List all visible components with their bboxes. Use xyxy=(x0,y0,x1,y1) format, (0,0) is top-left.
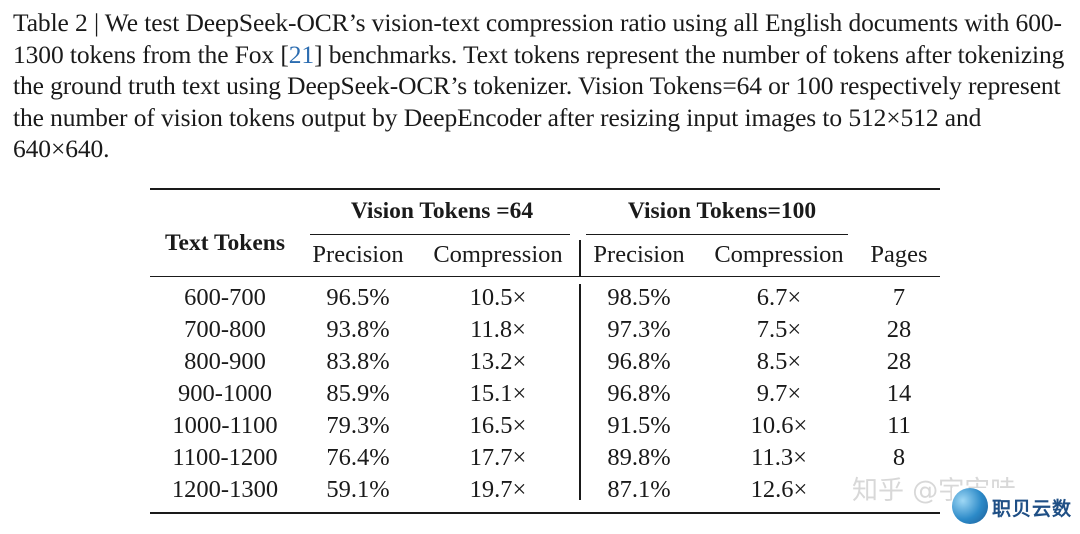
cell-text-tokens: 1200-1300 xyxy=(171,476,279,503)
brand-logo: 职贝云数 xyxy=(952,488,1072,528)
cell-compression-100: 8.5× xyxy=(756,348,802,375)
subheader-precision-64: Precision xyxy=(312,241,404,268)
cell-pages: 8 xyxy=(892,444,906,471)
subheader-precision-100: Precision xyxy=(593,241,685,268)
header-group-64: Vision Tokens =64 xyxy=(350,198,534,224)
cell-compression-100: 6.7× xyxy=(756,284,802,311)
subheader-pages: Pages xyxy=(870,241,928,268)
table-caption: Table 2 | We test DeepSeek-OCR’s vision-… xyxy=(13,7,1075,165)
cell-text-tokens: 900-1000 xyxy=(178,380,272,407)
cell-text-tokens: 700-800 xyxy=(184,316,266,343)
globe-icon xyxy=(952,488,988,524)
cell-text-tokens: 800-900 xyxy=(184,348,266,375)
cell-precision-64: 93.8% xyxy=(326,316,390,343)
header-rule xyxy=(150,276,940,278)
caption-text: Table 2 | We test DeepSeek-OCR’s vision-… xyxy=(13,8,1062,69)
cell-precision-100: 97.3% xyxy=(607,316,671,343)
header-text-tokens: Text Tokens xyxy=(165,230,285,256)
subheader-compression-64: Compression xyxy=(433,241,563,268)
body-divider xyxy=(579,284,581,500)
cell-text-tokens: 600-700 xyxy=(184,284,266,311)
cell-precision-64: 76.4% xyxy=(326,444,390,471)
cell-compression-64: 13.2× xyxy=(469,348,527,375)
cell-pages: 14 xyxy=(886,380,912,407)
cell-precision-100: 89.8% xyxy=(607,444,671,471)
cell-compression-64: 19.7× xyxy=(469,476,527,503)
subheader-compression-100: Compression xyxy=(714,241,844,268)
cell-precision-64: 59.1% xyxy=(326,476,390,503)
brand-logo-text: 职贝云数 xyxy=(992,498,1073,520)
caption-text-rest: ] benchmarks. Text tokens represent the … xyxy=(13,39,1065,164)
cell-text-tokens: 1100-1200 xyxy=(172,444,278,471)
cell-compression-64: 15.1× xyxy=(469,380,527,407)
cell-pages: 7 xyxy=(892,284,906,311)
group-64-rule xyxy=(310,234,570,236)
cell-compression-64: 16.5× xyxy=(469,412,527,439)
cell-precision-100: 98.5% xyxy=(607,284,671,311)
table-top-rule xyxy=(150,188,940,190)
cell-precision-100: 91.5% xyxy=(607,412,671,439)
cell-compression-64: 10.5× xyxy=(469,284,527,311)
cell-pages: 28 xyxy=(886,348,912,375)
cell-pages: 11 xyxy=(887,412,911,439)
cell-compression-100: 10.6× xyxy=(750,412,808,439)
cell-compression-100: 9.7× xyxy=(756,380,802,407)
cell-precision-100: 96.8% xyxy=(607,348,671,375)
cell-precision-64: 83.8% xyxy=(326,348,390,375)
cell-compression-100: 7.5× xyxy=(756,316,802,343)
citation-link[interactable]: 21 xyxy=(288,39,315,69)
cell-compression-100: 12.6× xyxy=(750,476,808,503)
cell-text-tokens: 1000-1100 xyxy=(172,412,278,439)
cell-compression-100: 11.3× xyxy=(751,444,807,471)
cell-precision-64: 96.5% xyxy=(326,284,390,311)
cell-pages: 28 xyxy=(886,316,912,343)
cell-precision-64: 79.3% xyxy=(326,412,390,439)
cell-compression-64: 11.8× xyxy=(470,316,526,343)
group-100-rule xyxy=(586,234,848,236)
cell-precision-100: 87.1% xyxy=(607,476,671,503)
cell-precision-100: 96.8% xyxy=(607,380,671,407)
cell-compression-64: 17.7× xyxy=(469,444,527,471)
cell-precision-64: 85.9% xyxy=(326,380,390,407)
table-bottom-rule xyxy=(150,512,940,514)
header-divider xyxy=(579,240,581,276)
header-group-100: Vision Tokens=100 xyxy=(627,198,817,224)
